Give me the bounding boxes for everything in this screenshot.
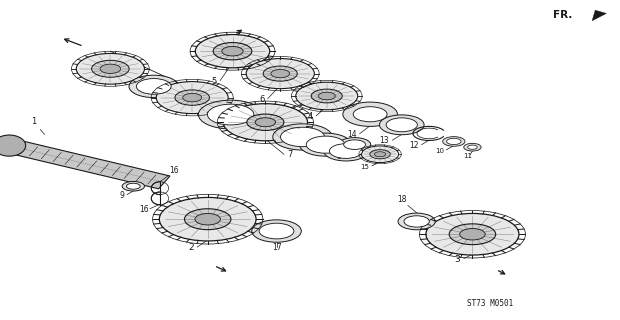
Ellipse shape bbox=[446, 138, 461, 145]
Ellipse shape bbox=[273, 124, 332, 150]
Ellipse shape bbox=[208, 104, 254, 125]
Ellipse shape bbox=[306, 136, 345, 153]
Text: 11: 11 bbox=[463, 153, 472, 159]
Text: 3: 3 bbox=[454, 255, 461, 264]
Text: 17: 17 bbox=[272, 243, 281, 252]
Ellipse shape bbox=[185, 209, 231, 230]
Text: ST73 M0501: ST73 M0501 bbox=[467, 299, 513, 308]
Ellipse shape bbox=[459, 228, 485, 240]
Ellipse shape bbox=[386, 118, 417, 132]
Ellipse shape bbox=[175, 90, 210, 105]
Ellipse shape bbox=[195, 35, 270, 68]
Ellipse shape bbox=[339, 138, 371, 152]
Ellipse shape bbox=[76, 53, 144, 84]
Ellipse shape bbox=[467, 145, 477, 149]
Text: 18: 18 bbox=[397, 195, 407, 204]
Ellipse shape bbox=[318, 92, 335, 100]
Ellipse shape bbox=[159, 197, 256, 241]
Ellipse shape bbox=[183, 93, 202, 102]
Text: FR.: FR. bbox=[553, 10, 572, 20]
Ellipse shape bbox=[255, 118, 275, 127]
Text: 2: 2 bbox=[188, 243, 194, 252]
Ellipse shape bbox=[100, 64, 121, 74]
Ellipse shape bbox=[129, 75, 179, 98]
Ellipse shape bbox=[223, 104, 308, 141]
Ellipse shape bbox=[343, 140, 366, 149]
Ellipse shape bbox=[122, 181, 144, 191]
Ellipse shape bbox=[299, 133, 352, 156]
Ellipse shape bbox=[464, 143, 481, 151]
Text: 10: 10 bbox=[436, 148, 445, 154]
Ellipse shape bbox=[361, 146, 399, 163]
Ellipse shape bbox=[296, 82, 358, 110]
Text: 14: 14 bbox=[347, 130, 356, 139]
Ellipse shape bbox=[280, 127, 325, 147]
Ellipse shape bbox=[213, 43, 252, 60]
Ellipse shape bbox=[311, 89, 342, 103]
Ellipse shape bbox=[136, 79, 171, 94]
Ellipse shape bbox=[426, 213, 519, 255]
Ellipse shape bbox=[92, 60, 129, 77]
Ellipse shape bbox=[195, 213, 221, 225]
Text: 9: 9 bbox=[119, 191, 124, 200]
Text: 7: 7 bbox=[288, 150, 293, 159]
Text: 13: 13 bbox=[379, 136, 389, 145]
Ellipse shape bbox=[259, 223, 294, 239]
Text: 5: 5 bbox=[211, 77, 216, 86]
Text: 15: 15 bbox=[360, 164, 369, 170]
Ellipse shape bbox=[379, 115, 424, 135]
Text: 16: 16 bbox=[169, 166, 179, 175]
Ellipse shape bbox=[353, 107, 387, 122]
Text: 8: 8 bbox=[336, 152, 341, 161]
Polygon shape bbox=[592, 10, 606, 21]
Polygon shape bbox=[4, 139, 170, 189]
Ellipse shape bbox=[343, 102, 397, 126]
Text: 4: 4 bbox=[308, 112, 312, 121]
Text: 1: 1 bbox=[32, 117, 37, 126]
Ellipse shape bbox=[222, 46, 243, 56]
Text: 16: 16 bbox=[139, 205, 149, 214]
Ellipse shape bbox=[404, 216, 429, 227]
Ellipse shape bbox=[374, 152, 386, 157]
Ellipse shape bbox=[0, 135, 25, 156]
Ellipse shape bbox=[370, 150, 391, 159]
Ellipse shape bbox=[246, 59, 314, 89]
Ellipse shape bbox=[263, 66, 298, 81]
Text: 6: 6 bbox=[259, 95, 264, 104]
Ellipse shape bbox=[443, 137, 465, 146]
Ellipse shape bbox=[252, 220, 301, 242]
Ellipse shape bbox=[324, 141, 368, 161]
Ellipse shape bbox=[156, 82, 228, 114]
Ellipse shape bbox=[198, 100, 263, 129]
Ellipse shape bbox=[329, 144, 363, 158]
Ellipse shape bbox=[247, 114, 284, 131]
Ellipse shape bbox=[271, 69, 290, 78]
Ellipse shape bbox=[449, 224, 496, 245]
Ellipse shape bbox=[126, 183, 140, 189]
Ellipse shape bbox=[398, 213, 435, 230]
Text: 12: 12 bbox=[409, 141, 419, 150]
